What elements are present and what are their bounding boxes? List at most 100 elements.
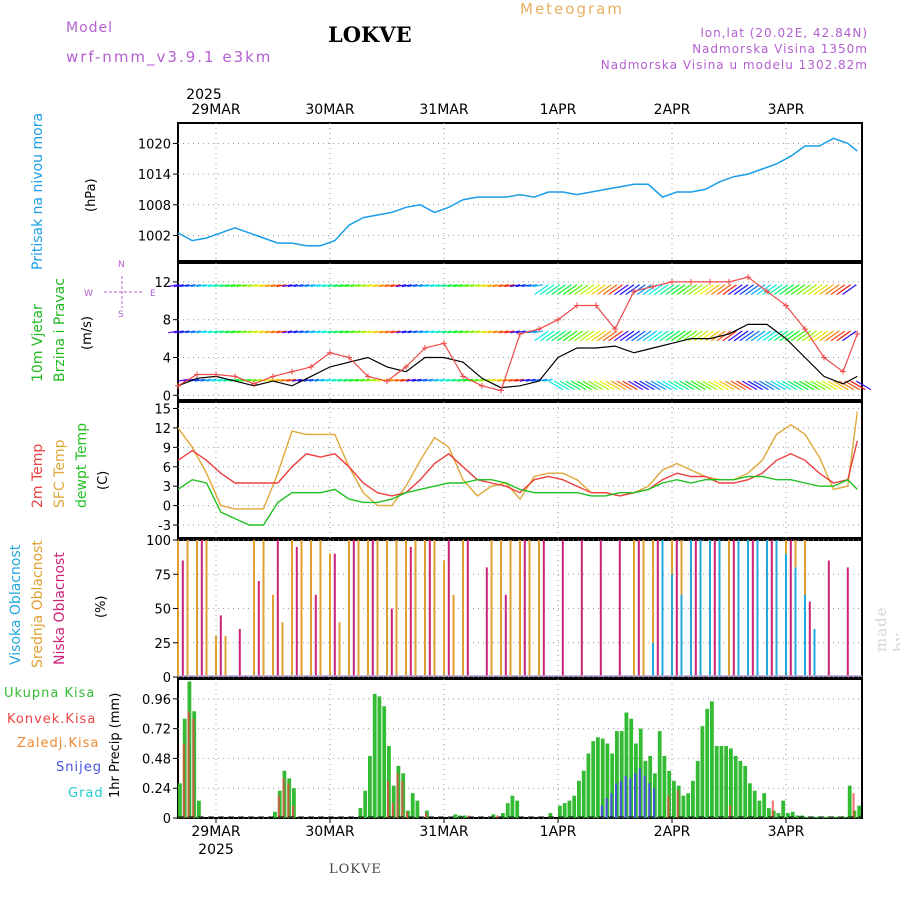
wind-gust-marker bbox=[854, 330, 861, 337]
conv-precip-bar bbox=[676, 790, 679, 818]
wind-barb bbox=[316, 330, 327, 334]
wind-gust-marker bbox=[707, 278, 713, 285]
wind-barb bbox=[515, 284, 526, 288]
bottom-year-label: 2025 bbox=[198, 842, 234, 858]
wind-barb bbox=[168, 330, 179, 334]
mid-cloud-bar bbox=[367, 540, 369, 677]
wind-barb bbox=[508, 378, 519, 382]
wind-barb bbox=[464, 284, 475, 288]
wind-barb bbox=[667, 380, 684, 391]
low-cloud-bar bbox=[295, 546, 298, 677]
total-precip-bar bbox=[515, 800, 520, 818]
low-cloud-bar bbox=[333, 553, 336, 677]
total-precip-bar bbox=[510, 795, 515, 818]
temp2m-line bbox=[177, 440, 858, 497]
mid-cloud-bar bbox=[490, 540, 493, 677]
wind-barb bbox=[633, 380, 650, 391]
wind-barb bbox=[542, 378, 553, 382]
wind-barb bbox=[282, 330, 293, 334]
top-date-label: 29MAR bbox=[191, 102, 240, 118]
wind-barb bbox=[344, 284, 355, 288]
total-precip-bar bbox=[377, 696, 382, 818]
total-precip-bar bbox=[629, 718, 634, 818]
high-cloud-bar bbox=[785, 553, 787, 677]
wind-barb bbox=[593, 380, 610, 391]
wind-barb bbox=[676, 330, 692, 342]
wind-barb bbox=[796, 330, 812, 342]
wind-barb bbox=[492, 330, 504, 334]
total-precip-bar bbox=[700, 726, 705, 818]
mid-cloud-bar bbox=[443, 560, 445, 677]
wind-barb bbox=[453, 330, 464, 334]
wind-barb bbox=[373, 330, 384, 334]
wind-barb bbox=[401, 330, 412, 334]
wind-barb bbox=[339, 330, 350, 334]
wind-barb bbox=[796, 284, 812, 295]
wind-barb bbox=[422, 378, 434, 382]
wind-barb bbox=[753, 380, 769, 391]
wind-barb bbox=[367, 330, 378, 334]
wind-gust-marker bbox=[289, 368, 295, 375]
mid-cloud-bar bbox=[348, 540, 350, 677]
wind-barb bbox=[713, 380, 729, 391]
mid-cloud-bar bbox=[262, 540, 265, 677]
y-tick-label: 0.48 bbox=[142, 752, 171, 767]
wind-barb bbox=[639, 380, 655, 391]
wind-barb bbox=[665, 284, 680, 295]
wind-barb bbox=[739, 284, 755, 295]
legend-snow: Snijeg bbox=[56, 760, 102, 775]
y-tick-label: 0 bbox=[163, 500, 171, 515]
mid-cloud-bar bbox=[272, 594, 274, 677]
wind-barb bbox=[286, 378, 297, 382]
snow-bar bbox=[648, 783, 651, 819]
total-precip-bar bbox=[672, 780, 676, 818]
low-cloud-bar bbox=[200, 540, 203, 677]
panel-frame-4 bbox=[177, 678, 863, 819]
bottom-date-label: 1APR bbox=[540, 824, 577, 840]
wind-barb bbox=[625, 330, 641, 342]
wind-barb bbox=[202, 330, 213, 334]
wind-barb bbox=[619, 330, 635, 342]
total-precip-bar bbox=[719, 746, 724, 818]
y-tick-label: 1020 bbox=[138, 137, 171, 152]
wind-barb bbox=[551, 284, 566, 295]
wind-barb bbox=[407, 330, 418, 334]
wind-barb bbox=[405, 378, 416, 382]
mid-cloud-bar bbox=[462, 540, 464, 677]
snow-bar bbox=[610, 793, 613, 818]
wind-barb bbox=[682, 284, 698, 295]
bottom-date-label: 2APR bbox=[654, 824, 691, 840]
wind-barb bbox=[591, 284, 606, 295]
wind-barb bbox=[177, 378, 188, 382]
total-precip-bar bbox=[382, 706, 387, 818]
wind-barb bbox=[741, 380, 758, 391]
wind-barb bbox=[196, 284, 207, 288]
wind-barb bbox=[430, 284, 441, 288]
wind-barb bbox=[396, 284, 407, 288]
y-tick-label: 0 bbox=[163, 389, 171, 404]
wind-barb bbox=[308, 378, 320, 382]
wind-barb bbox=[810, 380, 826, 391]
low-cloud-bar bbox=[314, 594, 317, 677]
wind-barb bbox=[487, 284, 498, 288]
top-date-label: 31MAR bbox=[419, 102, 468, 118]
low-cloud-bar bbox=[352, 540, 355, 677]
wind-barb bbox=[804, 380, 821, 391]
wind-barb bbox=[553, 380, 570, 391]
mid-cloud-bar bbox=[376, 540, 379, 677]
low-cloud-bar bbox=[732, 540, 735, 677]
legend-hail: Grad bbox=[68, 786, 104, 801]
wind-barb bbox=[724, 380, 741, 391]
wind-barb bbox=[236, 330, 247, 334]
wind-barb bbox=[303, 378, 314, 382]
wind-speed-line bbox=[177, 323, 858, 389]
wind-barb bbox=[747, 380, 764, 391]
panel-frame-0 bbox=[177, 122, 863, 262]
wind-gust-marker bbox=[251, 380, 257, 387]
wind-barb bbox=[739, 330, 755, 342]
wind-gust-marker bbox=[783, 302, 789, 309]
wind-barb bbox=[762, 284, 777, 295]
wind-gust-marker bbox=[593, 302, 599, 309]
wind-barb bbox=[844, 380, 860, 391]
wind-barb bbox=[614, 330, 629, 342]
